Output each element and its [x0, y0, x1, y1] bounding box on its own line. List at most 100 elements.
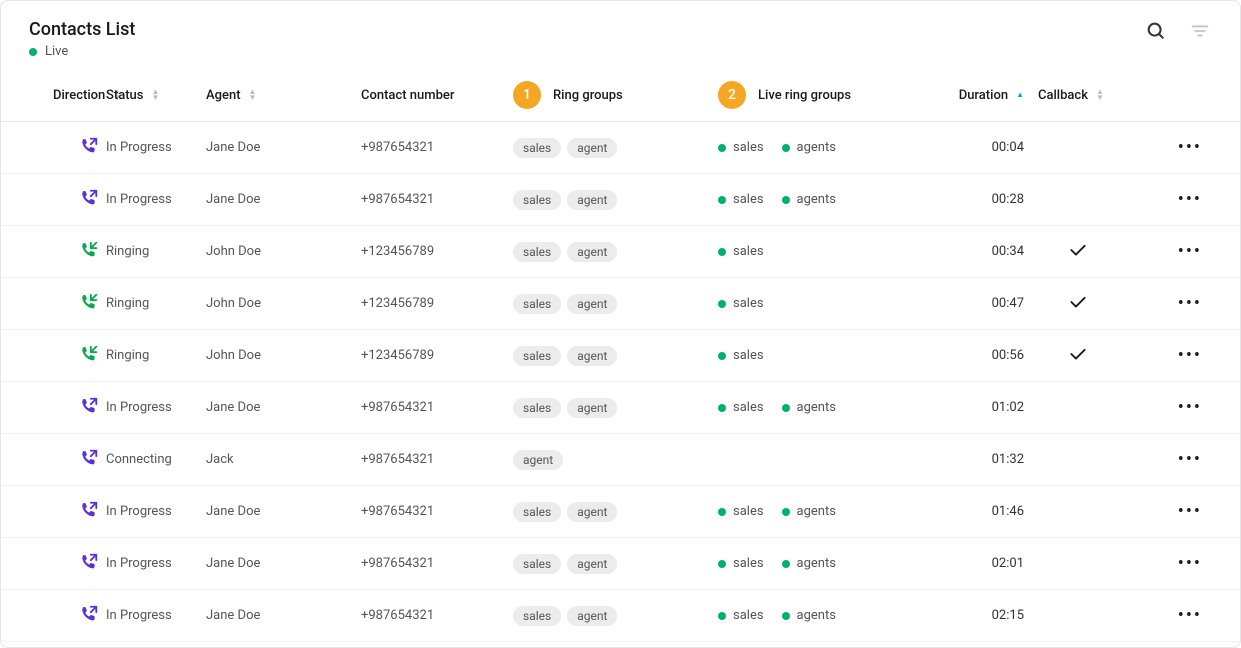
- table-row[interactable]: In ProgressJane Doe+987654321salesagents…: [1, 174, 1240, 226]
- table-row[interactable]: In ProgressJane Doe+987654321salesagents…: [1, 122, 1240, 174]
- col-header-number[interactable]: Contact number: [361, 88, 513, 103]
- table-row[interactable]: RingingJohn Doe+123456789salesagentsales…: [1, 226, 1240, 278]
- actions-cell: •••: [1138, 241, 1240, 262]
- table-row[interactable]: ConnectingJack+987654321agent01:32•••: [1, 434, 1240, 486]
- status-text: In Progress: [106, 504, 172, 519]
- direction-cell: [1, 344, 106, 368]
- header-right: [1144, 19, 1212, 43]
- more-icon[interactable]: •••: [1178, 293, 1202, 314]
- agent-cell: John Doe: [206, 244, 361, 259]
- table-row[interactable]: RingingJohn Doe+123456789salesagentsales…: [1, 278, 1240, 330]
- table-row[interactable]: In ProgressJane Doe+987654321salesagents…: [1, 538, 1240, 590]
- table-row[interactable]: RingingJohn Doe+123456789salesagentsales…: [1, 330, 1240, 382]
- direction-cell: [1, 188, 106, 212]
- agent-cell: John Doe: [206, 348, 361, 363]
- status-cell: In Progress: [106, 192, 206, 207]
- agent-cell: John Doe: [206, 296, 361, 311]
- status-text: Ringing: [106, 348, 149, 363]
- live-ring-groups-cell: salesagents: [718, 608, 918, 623]
- table-row[interactable]: In ProgressJane Doe+987654321salesagents…: [1, 382, 1240, 434]
- more-icon[interactable]: •••: [1178, 397, 1202, 418]
- ring-group-pill: agent: [567, 554, 617, 574]
- duration-text: 00:47: [992, 296, 1024, 311]
- more-icon[interactable]: •••: [1178, 605, 1202, 626]
- ring-groups-cell: salesagent: [513, 606, 718, 626]
- green-dot-icon: [782, 144, 790, 152]
- live-ring-group-label: sales: [733, 244, 764, 259]
- ring-group-pill: agent: [567, 294, 617, 314]
- green-dot-icon: [718, 508, 726, 516]
- sort-icon: ▲▼: [249, 89, 257, 101]
- actions-cell: •••: [1138, 605, 1240, 626]
- callback-cell: [1038, 344, 1138, 368]
- actions-cell: •••: [1138, 137, 1240, 158]
- sort-icon: ▲: [1016, 92, 1024, 98]
- col-header-status[interactable]: Status ▲▼: [106, 88, 206, 103]
- live-ring-group-label: sales: [733, 400, 764, 415]
- live-ring-group: sales: [718, 140, 764, 155]
- live-ring-groups-cell: salesagents: [718, 504, 918, 519]
- duration-cell: 00:56: [918, 348, 1038, 363]
- table-row[interactable]: In ProgressJane Doe+987654321salesagents…: [1, 590, 1240, 642]
- status-cell: Ringing: [106, 296, 206, 311]
- more-icon[interactable]: •••: [1178, 553, 1202, 574]
- duration-cell: 00:28: [918, 192, 1038, 207]
- col-header-direction[interactable]: Direction ▲▼: [1, 88, 106, 103]
- status-cell: In Progress: [106, 400, 206, 415]
- more-icon[interactable]: •••: [1178, 189, 1202, 210]
- green-dot-icon: [718, 196, 726, 204]
- check-icon: [1068, 240, 1088, 264]
- agent-text: Jane Doe: [206, 504, 260, 519]
- agent-text: Jane Doe: [206, 608, 260, 623]
- live-ring-groups-cell: sales: [718, 244, 918, 259]
- col-header-callback[interactable]: Callback ▲▼: [1038, 88, 1138, 103]
- filter-icon[interactable]: [1188, 19, 1212, 43]
- agent-cell: Jane Doe: [206, 140, 361, 155]
- number-text: +987654321: [361, 192, 434, 207]
- agent-text: John Doe: [206, 348, 261, 363]
- callback-cell: [1038, 292, 1138, 316]
- col-header-live-ring-groups[interactable]: 2 Live ring groups: [718, 81, 918, 109]
- ring-group-pill: sales: [513, 554, 561, 574]
- green-dot-icon: [782, 508, 790, 516]
- ring-groups-cell: salesagent: [513, 346, 718, 366]
- status-text: Ringing: [106, 244, 149, 259]
- number-text: +987654321: [361, 452, 434, 467]
- ring-group-pill: sales: [513, 294, 561, 314]
- col-header-duration[interactable]: Duration ▲: [918, 88, 1038, 103]
- ring-group-pill: sales: [513, 138, 561, 158]
- more-icon[interactable]: •••: [1178, 449, 1202, 470]
- ring-group-pill: agent: [567, 190, 617, 210]
- live-ring-group: agents: [782, 192, 836, 207]
- green-dot-icon: [782, 196, 790, 204]
- live-ring-group-label: sales: [733, 192, 764, 207]
- live-ring-groups-cell: sales: [718, 348, 918, 363]
- sort-icon: ▲▼: [1096, 89, 1104, 101]
- page-title: Contacts List: [29, 19, 135, 40]
- col-header-ring-groups[interactable]: 1 Ring groups: [513, 81, 718, 109]
- live-ring-groups-cell: salesagents: [718, 400, 918, 415]
- direction-cell: [1, 240, 106, 264]
- ring-groups-cell: salesagent: [513, 190, 718, 210]
- number-cell: +987654321: [361, 504, 513, 519]
- table-row[interactable]: In Progress Jane Doe +987654321 salesagents…: [1, 486, 1240, 538]
- search-icon[interactable]: [1144, 19, 1168, 43]
- actions-cell: •••: [1138, 397, 1240, 418]
- table-body: In ProgressJane Doe+987654321salesagents…: [1, 122, 1240, 642]
- green-dot-icon: [718, 352, 726, 360]
- duration-text: 01:02: [992, 400, 1024, 415]
- number-text: +123456789: [361, 244, 434, 259]
- more-icon[interactable]: •••: [1178, 345, 1202, 366]
- duration-cell: 01:46: [918, 504, 1038, 519]
- col-header-ring-groups-label: Ring groups: [553, 88, 623, 103]
- col-header-agent[interactable]: Agent ▲▼: [206, 88, 361, 103]
- live-ring-group-label: agents: [797, 192, 836, 207]
- more-icon[interactable]: •••: [1178, 501, 1202, 522]
- more-icon[interactable]: •••: [1178, 241, 1202, 262]
- col-header-callback-label: Callback: [1038, 88, 1088, 103]
- more-icon[interactable]: •••: [1178, 137, 1202, 158]
- header-left: Contacts List Live: [29, 19, 135, 59]
- outgoing-call-icon: [79, 500, 99, 524]
- status-cell: In Progress: [106, 556, 206, 571]
- green-dot-icon: [718, 144, 726, 152]
